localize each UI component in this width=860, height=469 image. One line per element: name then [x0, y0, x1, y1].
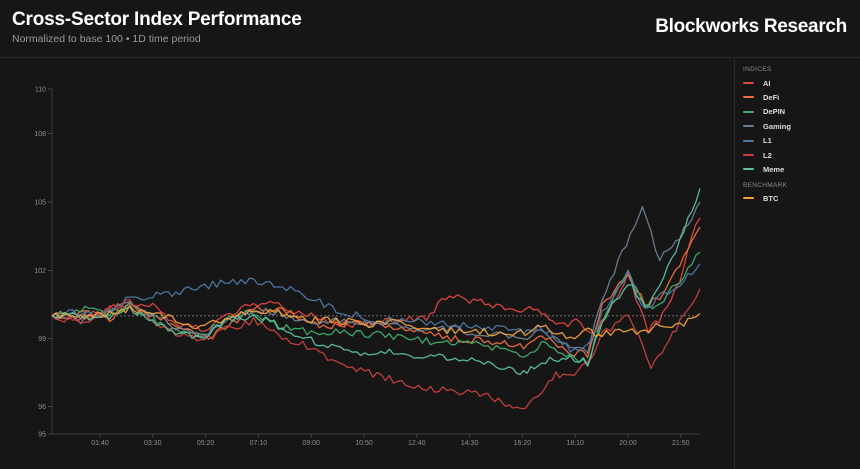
x-tick-label: 09:00 [302, 440, 320, 447]
legend-swatch [743, 110, 754, 113]
legend-section-benchmark: BENCHMARK [743, 182, 788, 189]
legend-label: AI [763, 78, 771, 88]
x-tick-label: 07:10 [250, 440, 268, 447]
series-line-defi [51, 226, 701, 359]
brand-logo: Blockworks Research [655, 16, 847, 37]
series-line-btc [51, 304, 701, 340]
legend-label: DePIN [763, 107, 786, 117]
x-tick-label: 16:20 [514, 440, 532, 447]
x-tick-label: 20:00 [619, 440, 637, 447]
series-line-meme [51, 188, 701, 376]
y-tick-label: 108 [34, 131, 46, 138]
legend-label: BTC [763, 193, 779, 203]
series-line-depin [51, 251, 701, 366]
legend-item-meme[interactable]: Meme [743, 163, 784, 175]
x-tick-label: 01:40 [91, 440, 109, 447]
legend-label: Meme [763, 164, 785, 174]
x-tick-label: 10:50 [355, 440, 373, 447]
legend-item-defi[interactable]: DeFi [743, 91, 779, 103]
page-title: Cross-Sector Index Performance [12, 9, 302, 30]
x-tick-label: 21:50 [672, 440, 690, 447]
header: Cross-Sector Index Performance Normalize… [0, 0, 860, 58]
legend-item-l1[interactable]: L1 [743, 135, 772, 147]
legend-swatch [743, 125, 754, 128]
legend-label: DeFi [763, 92, 780, 102]
y-tick-label: 102 [34, 268, 46, 275]
legend-swatch [743, 139, 754, 142]
legend-section-indices: INDICES [743, 66, 772, 73]
y-tick-label: 105 [34, 200, 46, 207]
x-tick-label: 03:30 [144, 440, 162, 447]
y-tick-label: 96 [38, 404, 46, 411]
legend-item-depin[interactable]: DePIN [743, 106, 785, 118]
x-tick-label: 14:30 [461, 440, 479, 447]
legend-panel: INDICES AI DeFi DePIN Gaming L1 L2 Meme BENCHM… [734, 57, 860, 469]
series-line-l2 [51, 288, 701, 410]
legend-swatch [743, 168, 754, 171]
legend-label: L2 [763, 150, 772, 160]
legend-label: Gaming [763, 121, 791, 131]
legend-item-l2[interactable]: L2 [743, 149, 772, 161]
legend-swatch [743, 197, 754, 199]
y-tick-label: 99 [38, 336, 46, 343]
x-tick-label: 12:40 [408, 440, 426, 447]
page-subtitle: Normalized to base 100 • 1D time period [12, 33, 201, 45]
y-tick-label: 95 [38, 432, 46, 439]
x-tick-label: 18:10 [566, 440, 584, 447]
legend-item-ai[interactable]: AI [743, 77, 771, 89]
y-tick-label: 110 [35, 87, 46, 94]
legend-swatch [743, 82, 754, 84]
legend-item-gaming[interactable]: Gaming [743, 120, 791, 132]
legend-item-btc[interactable]: BTC [743, 192, 778, 204]
legend-label: L1 [763, 136, 772, 146]
x-tick-label: 05:20 [197, 440, 215, 447]
legend-swatch [743, 96, 754, 99]
line-chart: 95 96 99 102 105 108 110 01:40 03:30 05:20 07:10 09… [34, 87, 701, 447]
series-line-l1 [51, 263, 701, 353]
legend-swatch [743, 154, 754, 156]
